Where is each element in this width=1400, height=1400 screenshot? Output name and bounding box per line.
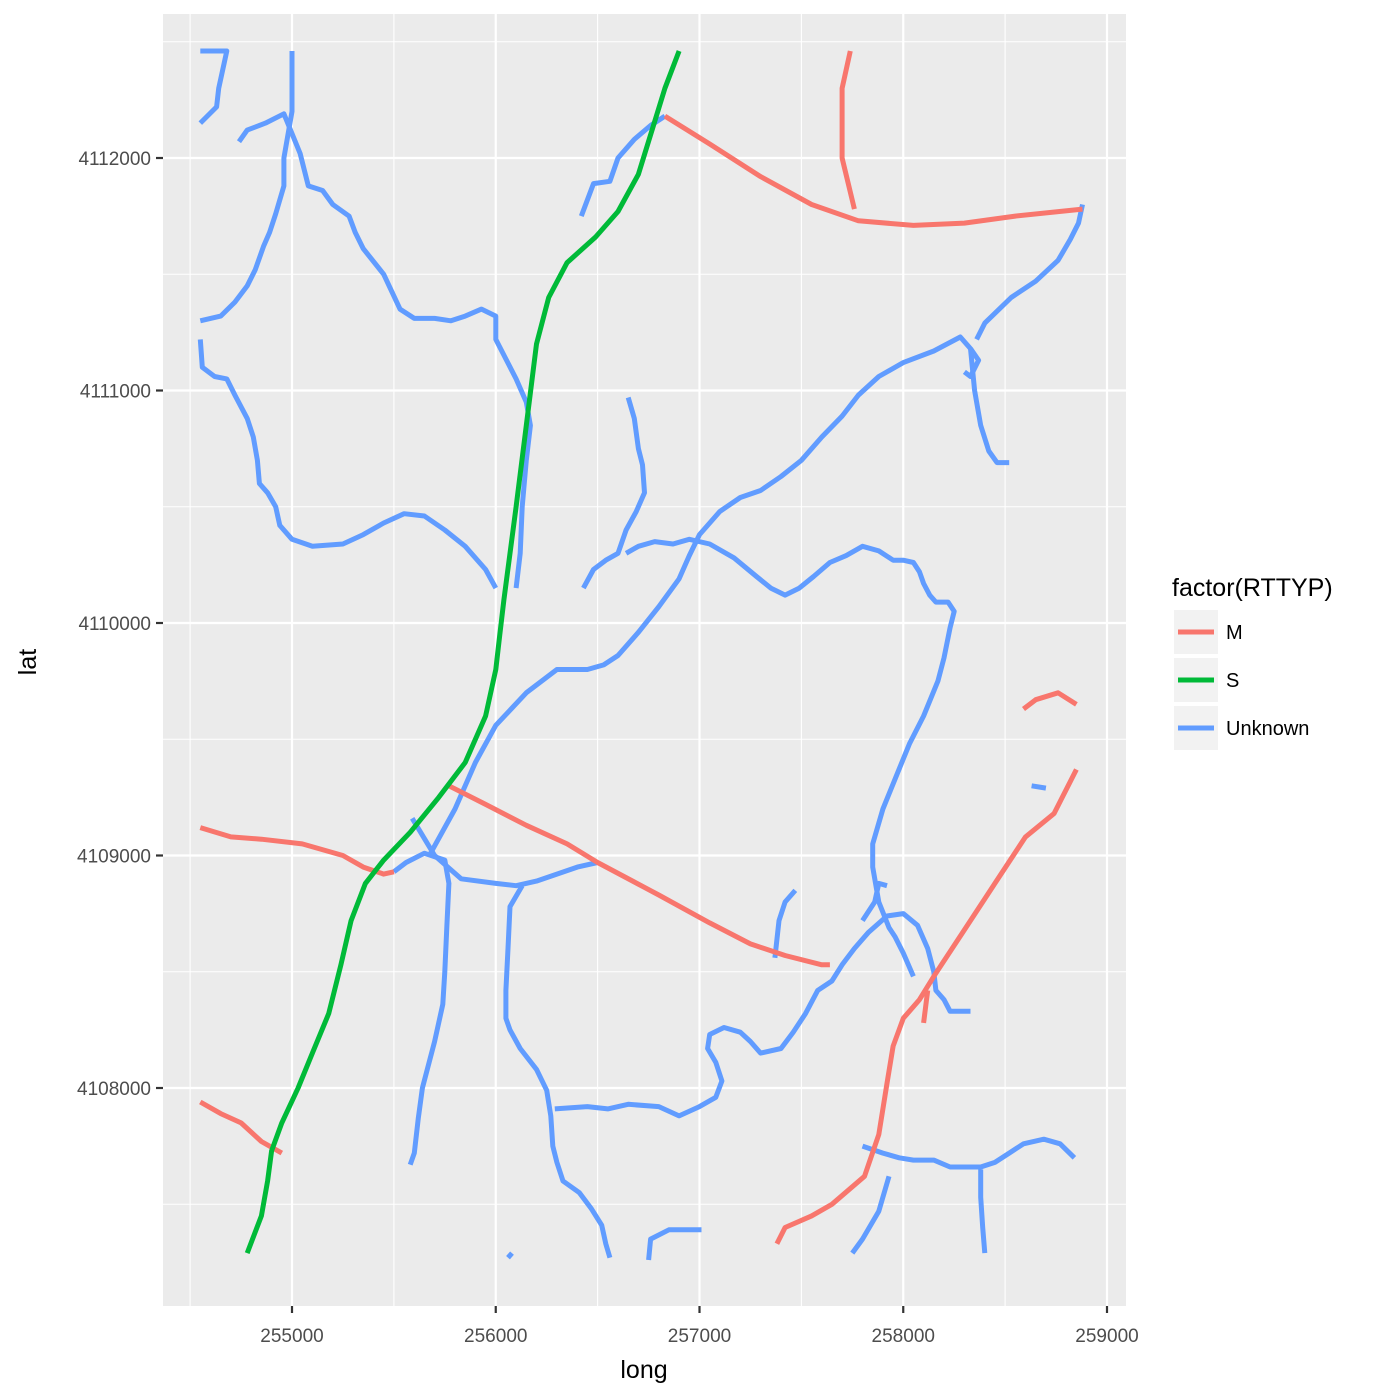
road-line-unknown [978, 1169, 988, 1254]
y-tick-label: 4108000 [77, 1079, 151, 1100]
road-line-m [1021, 690, 1078, 711]
road-line-m [663, 113, 1083, 228]
legend-label: S [1226, 670, 1239, 692]
y-tick-label: 4111000 [80, 382, 151, 403]
road-line-m [199, 825, 395, 877]
x-tick-label: 258000 [872, 1326, 935, 1347]
y-tick-label: 4109000 [77, 847, 151, 868]
grid-minor [163, 14, 1126, 1306]
y-tick-label: 4110000 [78, 614, 151, 635]
road-line-s [244, 50, 682, 1254]
road-line-unknown [578, 114, 667, 217]
x-tick-label: 257000 [668, 1326, 731, 1347]
road-line-unknown [968, 348, 1010, 466]
road-line-unknown [581, 396, 647, 590]
x-axis-title: long [620, 1356, 667, 1384]
legend-items: M S Unknown [1174, 610, 1309, 750]
x-tick-label: 255000 [260, 1326, 323, 1347]
road-line-unknown [974, 203, 1085, 341]
road-line-unknown [428, 334, 982, 855]
road-line-unknown [772, 888, 798, 959]
road-line-m [921, 990, 931, 1024]
road-line-unknown [410, 817, 599, 889]
road-line-m [839, 50, 857, 210]
legend: factor(RTTYP) M S Unknown [1172, 574, 1333, 750]
road-line-m [774, 768, 1079, 1245]
y-axis-title: lat [14, 649, 42, 675]
legend-label: Unknown [1226, 718, 1309, 740]
road-line-unknown [554, 911, 971, 1119]
legend-label: M [1226, 622, 1243, 644]
road-line-m [199, 1099, 284, 1156]
road-line-unknown [861, 1136, 1077, 1170]
road-line-unknown [197, 339, 498, 590]
road-line-unknown [624, 536, 957, 978]
road-line-unknown [850, 1175, 892, 1255]
road-line-unknown [1031, 783, 1047, 791]
road-line-unknown [503, 884, 613, 1259]
road-lines [197, 48, 1085, 1261]
road-line-m [447, 783, 830, 968]
road-line-unknown [506, 1251, 514, 1260]
panel-background [163, 14, 1126, 1306]
x-tick-label: 256000 [464, 1326, 527, 1347]
legend-title: factor(RTTYP) [1172, 574, 1333, 602]
y-tick-label: 4112000 [78, 149, 151, 170]
road-line-unknown [392, 850, 452, 1166]
x-axis: 255000 256000 257000 258000 259000 [260, 1306, 1139, 1347]
road-line-unknown [198, 48, 230, 125]
road-line-unknown [646, 1227, 702, 1261]
road-line-unknown [199, 51, 295, 324]
y-axis: 4108000 4109000 4110000 4111000 4112000 [77, 149, 163, 1100]
x-tick-label: 259000 [1075, 1326, 1138, 1347]
road-line-unknown [860, 880, 888, 922]
